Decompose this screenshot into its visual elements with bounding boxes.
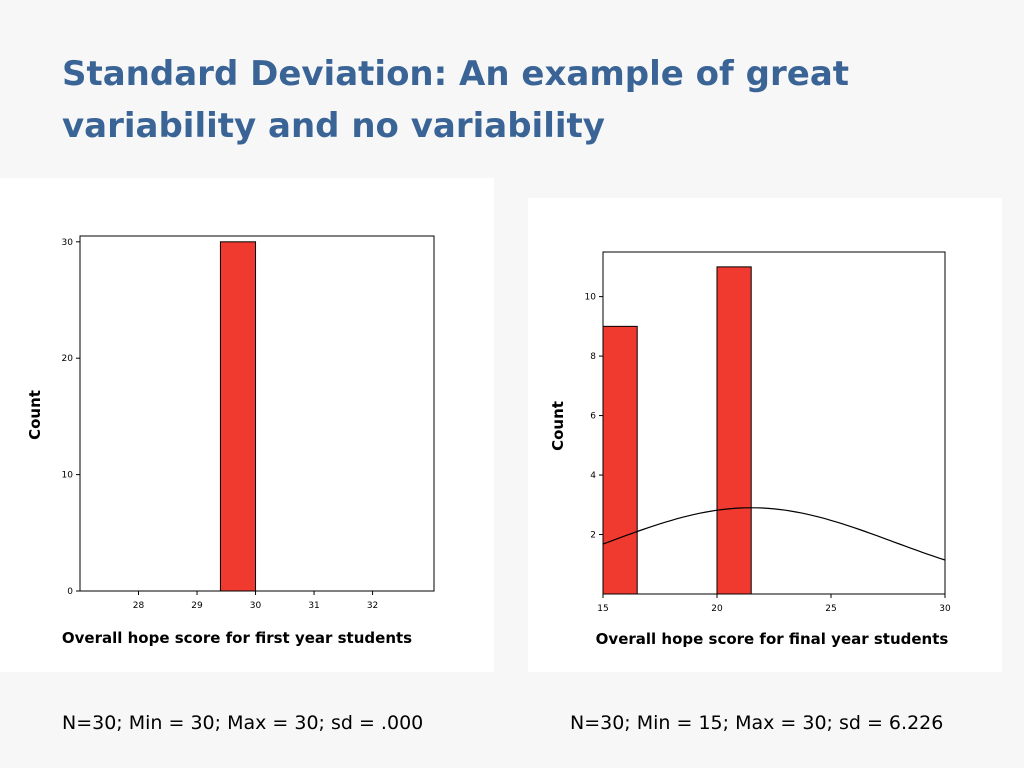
chart-0-x-tick-label-1: 29 [191,601,203,611]
chart-0-y-tick-label-1: 10 [62,471,74,481]
chart-1-x-tick-label-1: 20 [711,604,723,614]
chart-0-x-tick-label-4: 32 [367,601,378,611]
chart-1-y-tick-label-3: 8 [590,352,596,362]
chart-1-bar-1 [716,266,752,595]
slide-title: Standard Deviation: An example of great … [62,48,962,152]
slide-title-line-2: variability and no variability [62,106,605,146]
chart-0-y-axis-title: Count [26,390,44,440]
chart-1-y-tick-label-1: 4 [590,471,596,481]
stats-final-year: N=30; Min = 15; Max = 30; sd = 6.226 [570,712,944,734]
chart-0-y-tick-label-3: 30 [62,238,74,248]
chart-1-x-tick-label-2: 25 [825,604,836,614]
chart-0-x-tick-label-2: 30 [250,601,262,611]
chart-1-y-tick-label-4: 10 [585,293,597,303]
slide-title-line-1: Standard Deviation: An example of great [62,54,850,94]
histogram-final-year: 2 4 6 8 10 15 20 25 30 Overall hope score for fin… [549,251,951,648]
chart-1-x-axis-title: Overall hope score for final year studen… [596,630,949,648]
chart-1-x-tick-label-0: 15 [597,604,608,614]
chart-1-x-tick-label-3: 30 [939,604,951,614]
chart-0-x-tick-label-0: 28 [133,601,145,611]
chart-1-y-tick-label-0: 2 [590,531,596,541]
chart-panel-first-year: 0 10 20 30 28 29 30 31 32 Overall hope score for … [0,178,494,672]
chart-0-x-axis-title: Overall hope score for first year studen… [62,629,412,647]
chart-1-y-tick-label-2: 6 [590,412,596,422]
chart-panel-final-year: 2 4 6 8 10 15 20 25 30 Overall hope score for fin… [528,198,1002,672]
chart-0-plot-frame [79,235,435,592]
chart-0-x-tick-label-3: 31 [308,601,319,611]
chart-0-bar-0 [219,241,257,592]
chart-0-y-tick-label-2: 20 [62,354,74,364]
chart-0-y-tick-label-0: 0 [67,587,73,597]
histogram-first-year: 0 10 20 30 28 29 30 31 32 Overall hope score for … [26,235,435,647]
chart-1-y-axis-title: Count [549,401,567,451]
chart-1-bar-0 [602,325,638,595]
chart-1-normal-curve [602,507,946,561]
stats-first-year: N=30; Min = 30; Max = 30; sd = .000 [62,712,424,734]
chart-1-plot-frame [602,251,946,595]
